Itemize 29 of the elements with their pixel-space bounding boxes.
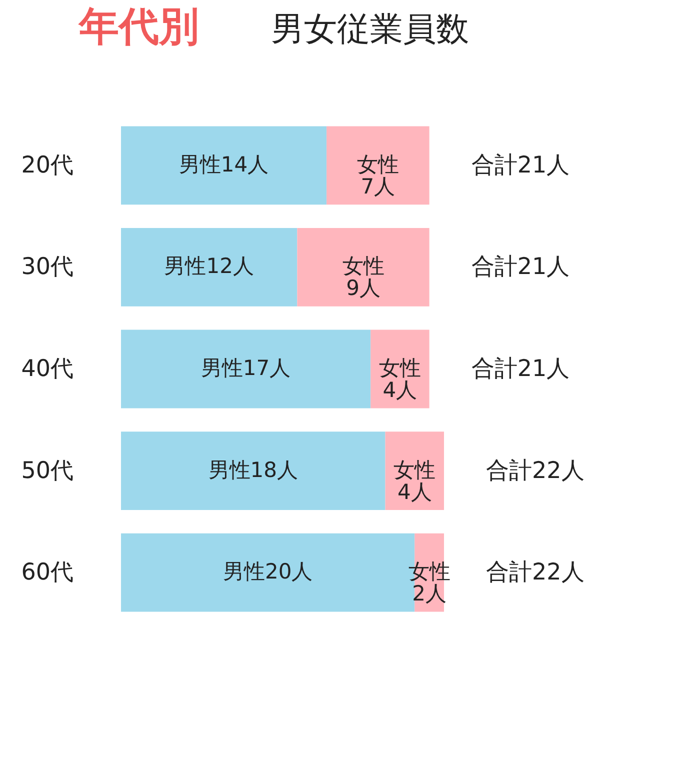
total-label: 合計21人: [471, 152, 570, 178]
total-label: 合計21人: [471, 254, 570, 280]
data-label: 女性 9人: [342, 254, 384, 300]
bar: [121, 330, 371, 408]
bar: [385, 432, 444, 510]
data-label: 男性20人: [222, 560, 313, 584]
bar: [326, 126, 430, 205]
total-label: 合計22人: [486, 560, 584, 586]
y-tick-label: 30代: [21, 254, 74, 280]
data-label: 男性14人: [178, 152, 269, 176]
data-label: 女性 2人: [408, 560, 450, 606]
bar: [121, 126, 327, 205]
total-label: 合計21人: [471, 356, 570, 382]
y-tick-label: 50代: [21, 458, 74, 484]
data-label: 女性 4人: [394, 458, 436, 504]
bar: [370, 330, 430, 408]
data-label: 男性18人: [208, 458, 298, 482]
chart-title: 年代別 男女従業員数: [79, 4, 469, 50]
bar: [121, 228, 298, 306]
y-tick-label: 20代: [21, 152, 74, 178]
bar: [297, 228, 430, 306]
data-label: 女性 4人: [378, 356, 421, 402]
data-label: 女性 7人: [356, 152, 399, 198]
y-tick-label: 60代: [21, 560, 74, 586]
bar: [121, 432, 386, 510]
data-label: 男性12人: [164, 254, 254, 278]
data-label: 男性17人: [200, 356, 291, 380]
y-tick-label: 40代: [21, 356, 74, 382]
total-label: 合計22人: [486, 458, 584, 484]
